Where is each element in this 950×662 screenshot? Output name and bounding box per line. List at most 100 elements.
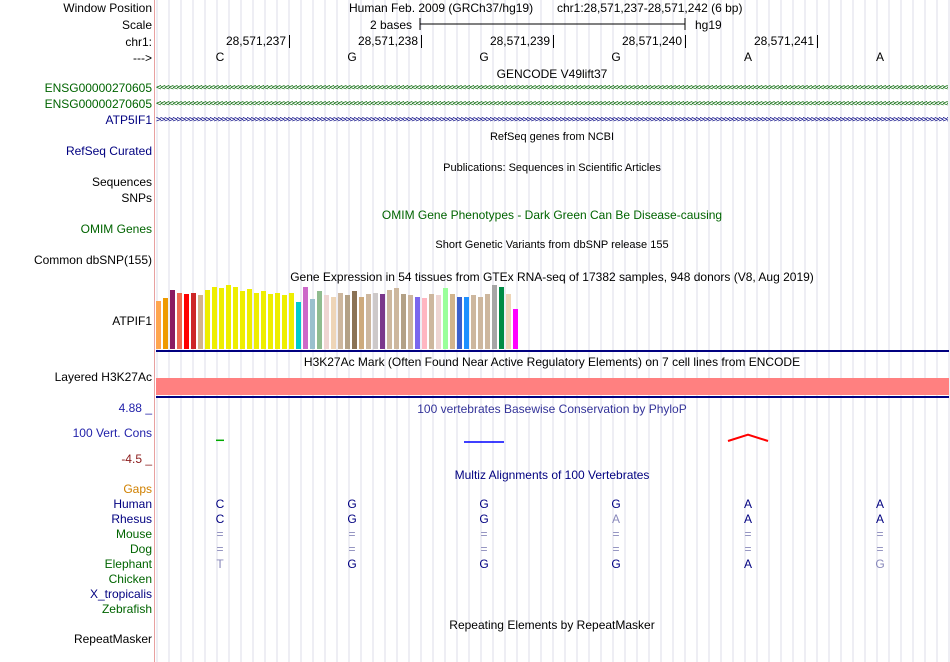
species-label[interactable]: Dog — [129, 542, 152, 556]
gtex-tissue-bar[interactable] — [163, 298, 168, 349]
gtex-tissue-bar[interactable] — [415, 297, 420, 349]
gtex-tissue-bar[interactable] — [513, 309, 518, 349]
gene-strand-line[interactable]: <<<<<<<<<<<<<<<<<<<<<<<<<<<<<<<<<<<<<<<<… — [156, 100, 948, 109]
species-label[interactable]: X_tropicalis — [89, 587, 152, 601]
reference-base: A — [743, 50, 753, 64]
gtex-tissue-bar[interactable] — [394, 288, 399, 349]
gtex-tissue-bar[interactable] — [247, 289, 252, 349]
gtex-tissue-bar[interactable] — [478, 297, 483, 349]
gtex-tissue-bar[interactable] — [289, 293, 294, 349]
gtex-tissue-bar[interactable] — [366, 294, 371, 349]
alignment-base: G — [347, 512, 357, 526]
omim-label[interactable]: OMIM Genes — [80, 222, 152, 236]
gtex-tissue-bar[interactable] — [275, 293, 280, 349]
gene-strand-line[interactable]: <<<<<<<<<<<<<<<<<<<<<<<<<<<<<<<<<<<<<<<<… — [156, 84, 948, 93]
gtex-tissue-bar[interactable] — [408, 295, 413, 349]
alignment-base: G — [611, 497, 621, 511]
gtex-tissue-bar[interactable] — [506, 294, 511, 349]
h3k27ac-top-rule — [156, 350, 949, 352]
alignment-base: = — [876, 527, 884, 541]
gtex-tissue-bar[interactable] — [254, 293, 259, 349]
gtex-tissue-bar[interactable] — [436, 295, 441, 349]
gtex-tissue-bar[interactable] — [485, 294, 490, 349]
dbsnp-label[interactable]: Common dbSNP(155) — [33, 253, 152, 267]
species-label[interactable]: Chicken — [108, 572, 152, 586]
gtex-expression-chart[interactable] — [156, 284, 556, 349]
refseq-label[interactable]: RefSeq Curated — [65, 144, 152, 158]
gene-strand-line[interactable]: >>>>>>>>>>>>>>>>>>>>>>>>>>>>>>>>>>>>>>>>… — [156, 116, 948, 125]
scale-label: Scale — [121, 18, 152, 32]
gtex-tissue-bar[interactable] — [296, 302, 301, 349]
gtex-tissue-bar[interactable] — [380, 294, 385, 349]
publications-label[interactable]: Sequences — [91, 175, 152, 189]
gtex-tissue-bar[interactable] — [352, 291, 357, 349]
gtex-tissue-bar[interactable] — [219, 288, 224, 349]
gtex-tissue-bar[interactable] — [401, 294, 406, 349]
species-label[interactable]: Zebrafish — [101, 602, 152, 616]
gtex-label[interactable]: ATPIF1 — [112, 314, 152, 328]
gtex-tissue-bar[interactable] — [212, 287, 217, 349]
gtex-tissue-bar[interactable] — [282, 295, 287, 349]
gtex-tissue-bar[interactable] — [492, 285, 497, 349]
gtex-tissue-bar[interactable] — [303, 287, 308, 349]
h3k27ac-signal[interactable] — [156, 378, 949, 395]
gtex-tissue-bar[interactable] — [310, 299, 315, 349]
gtex-tissue-bar[interactable] — [471, 295, 476, 349]
gtex-tissue-bar[interactable] — [450, 294, 455, 349]
gtex-tissue-bar[interactable] — [198, 295, 203, 349]
gtex-tissue-bar[interactable] — [205, 290, 210, 349]
ruler-tick-label: 28,571,239 — [484, 35, 554, 48]
alignment-base: = — [480, 527, 488, 541]
gtex-tissue-bar[interactable] — [345, 295, 350, 349]
gtex-tissue-bar[interactable] — [184, 294, 189, 349]
gtex-tissue-bar[interactable] — [387, 290, 392, 349]
gtex-tissue-bar[interactable] — [338, 293, 343, 349]
alignment-base: = — [744, 527, 752, 541]
gtex-tissue-bar[interactable] — [240, 291, 245, 349]
base-grid — [156, 0, 950, 662]
species-label[interactable]: Human — [113, 497, 152, 511]
gaps-label[interactable]: Gaps — [123, 482, 152, 496]
phylop-plot[interactable] — [156, 408, 949, 464]
gtex-tissue-bar[interactable] — [317, 291, 322, 349]
gtex-tissue-bar[interactable] — [268, 294, 273, 349]
gtex-tissue-bar[interactable] — [191, 293, 196, 349]
gtex-tissue-bar[interactable] — [156, 301, 161, 349]
gtex-tissue-bar[interactable] — [499, 287, 504, 349]
species-label[interactable]: Elephant — [104, 557, 152, 571]
repeatmasker-label[interactable]: RepeatMasker — [73, 632, 152, 646]
scale-bar — [419, 18, 686, 30]
gtex-tissue-bar[interactable] — [359, 297, 364, 349]
db-name: hg19 — [695, 18, 722, 32]
alignment-base: A — [743, 557, 753, 571]
gtex-tissue-bar[interactable] — [170, 290, 175, 349]
position-readout: chr1:28,571,237-28,571,242 (6 bp) — [557, 1, 743, 15]
h3k27ac-label[interactable]: Layered H3K27Ac — [54, 370, 152, 384]
species-label[interactable]: Mouse — [115, 527, 152, 541]
gtex-tissue-bar[interactable] — [324, 295, 329, 349]
gtex-tissue-bar[interactable] — [443, 288, 448, 349]
gtex-tissue-bar[interactable] — [464, 297, 469, 349]
alignment-base: G — [347, 557, 357, 571]
gene-label[interactable]: ATP5IF1 — [105, 113, 152, 127]
gtex-tissue-bar[interactable] — [373, 293, 378, 349]
phylop-label[interactable]: 100 Vert. Cons — [72, 426, 152, 440]
gene-label[interactable]: ENSG00000270605 — [44, 81, 152, 95]
gtex-tissue-bar[interactable] — [261, 291, 266, 349]
gtex-tissue-bar[interactable] — [226, 285, 231, 349]
h3k27ac-title: H3K27Ac Mark (Often Found Near Active Re… — [303, 355, 801, 369]
species-label[interactable]: Rhesus — [111, 512, 152, 526]
gencode-title: GENCODE V49lift37 — [496, 67, 608, 81]
gtex-tissue-bar[interactable] — [429, 294, 434, 349]
alignment-base: = — [876, 542, 884, 556]
sidebar-divider — [154, 0, 155, 662]
snps-label[interactable]: SNPs — [121, 191, 152, 205]
gene-label[interactable]: ENSG00000270605 — [44, 97, 152, 111]
gtex-tissue-bar[interactable] — [177, 293, 182, 349]
alignment-base: = — [744, 542, 752, 556]
gtex-tissue-bar[interactable] — [422, 298, 427, 349]
gtex-tissue-bar[interactable] — [457, 297, 462, 349]
gtex-tissue-bar[interactable] — [331, 297, 336, 349]
gtex-tissue-bar[interactable] — [233, 287, 238, 349]
reference-base: A — [875, 50, 885, 64]
